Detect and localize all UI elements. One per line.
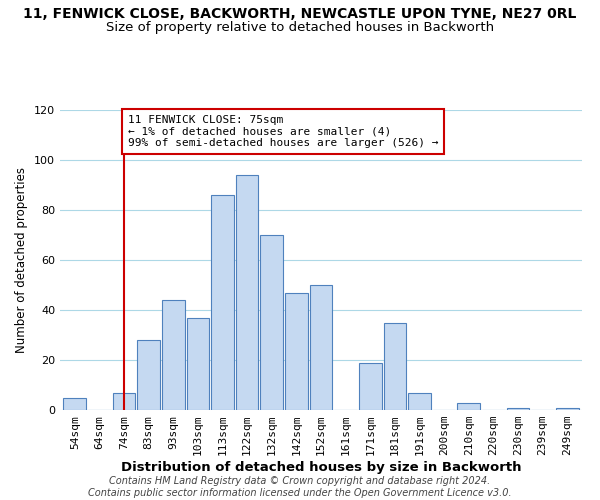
Bar xyxy=(187,318,209,410)
Bar xyxy=(506,408,529,410)
Bar xyxy=(359,362,382,410)
Bar xyxy=(236,175,259,410)
Text: 11 FENWICK CLOSE: 75sqm
← 1% of detached houses are smaller (4)
99% of semi-deta: 11 FENWICK CLOSE: 75sqm ← 1% of detached… xyxy=(128,115,438,148)
Bar xyxy=(556,408,578,410)
Bar xyxy=(285,292,308,410)
Bar xyxy=(113,392,136,410)
Text: Size of property relative to detached houses in Backworth: Size of property relative to detached ho… xyxy=(106,21,494,34)
Text: Contains HM Land Registry data © Crown copyright and database right 2024.
Contai: Contains HM Land Registry data © Crown c… xyxy=(88,476,512,498)
Bar xyxy=(260,235,283,410)
Bar xyxy=(211,195,234,410)
Bar xyxy=(162,300,185,410)
Bar xyxy=(408,392,431,410)
X-axis label: Distribution of detached houses by size in Backworth: Distribution of detached houses by size … xyxy=(121,461,521,474)
Bar xyxy=(137,340,160,410)
Bar xyxy=(64,398,86,410)
Y-axis label: Number of detached properties: Number of detached properties xyxy=(16,167,28,353)
Bar xyxy=(310,285,332,410)
Bar xyxy=(383,322,406,410)
Bar xyxy=(457,402,480,410)
Text: 11, FENWICK CLOSE, BACKWORTH, NEWCASTLE UPON TYNE, NE27 0RL: 11, FENWICK CLOSE, BACKWORTH, NEWCASTLE … xyxy=(23,8,577,22)
